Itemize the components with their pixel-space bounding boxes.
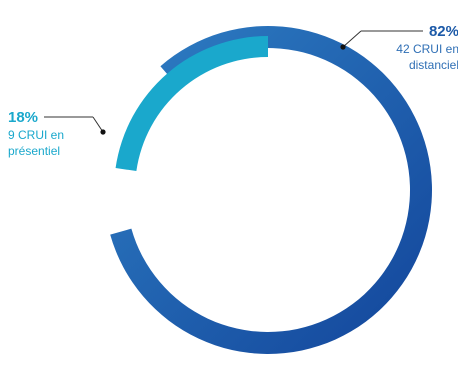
percent-label-distanciel: 82%: [429, 23, 458, 40]
mode-label-distanciel: distanciel: [409, 58, 458, 72]
leader-line-distanciel: [342, 30, 362, 48]
percent-label-presentiel: 18%: [8, 109, 38, 126]
slice-distanciel: [110, 26, 433, 355]
leader-line-presentiel: [92, 116, 104, 133]
leader-dot-presentiel: [100, 129, 106, 135]
count-label-presentiel: 9 CRUI en: [8, 128, 64, 142]
leader-dot-distanciel: [340, 44, 346, 50]
slice-presentiel: [115, 36, 268, 172]
count-label-distanciel: 42 CRUI en: [396, 42, 458, 56]
mode-label-presentiel: présentiel: [8, 144, 60, 158]
